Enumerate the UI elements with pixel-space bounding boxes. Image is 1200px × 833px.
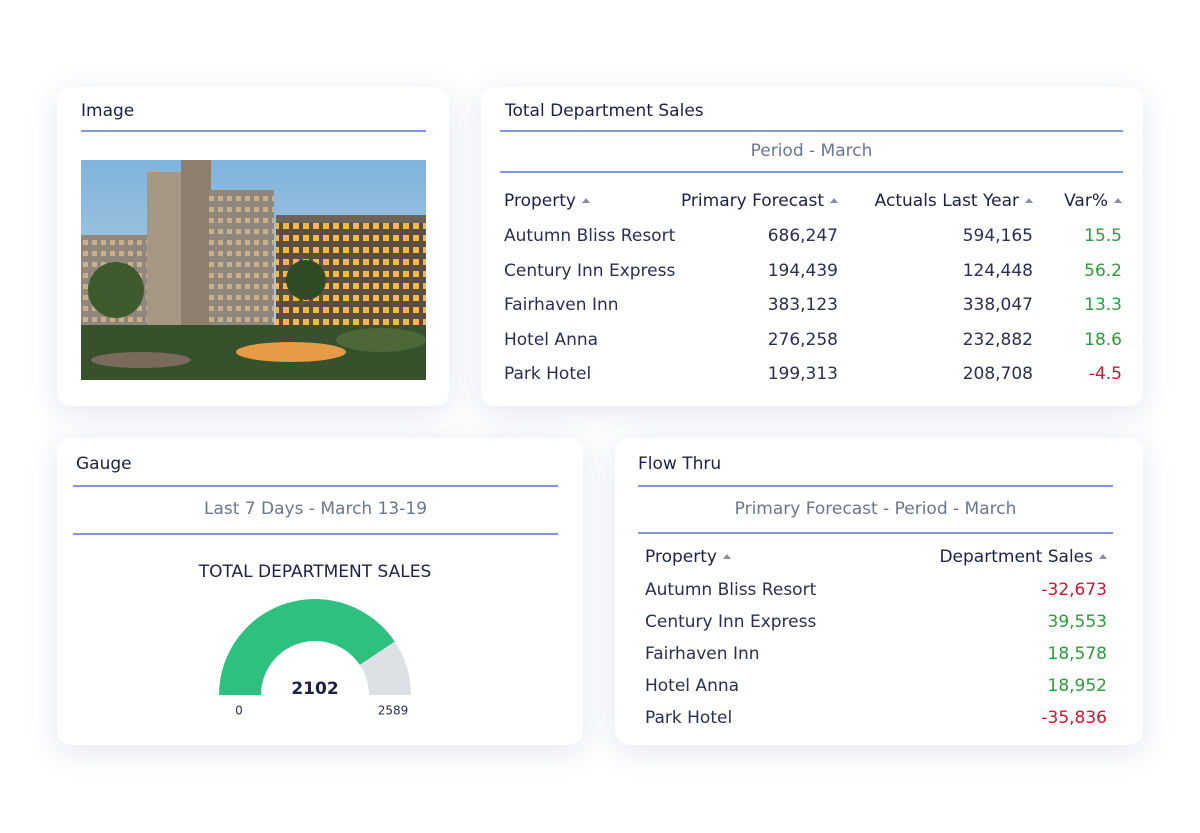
- gauge-fill: [219, 599, 395, 695]
- column-header[interactable]: Property: [504, 183, 670, 219]
- cell-value: -4.5: [1088, 364, 1122, 385]
- cell-value: 56.2: [1084, 260, 1122, 281]
- gauge-value: 2102: [291, 679, 338, 699]
- title-rule: [73, 485, 558, 487]
- sort-arrow: [830, 198, 838, 203]
- column-header[interactable]: Primary Forecast: [670, 183, 838, 219]
- sort-arrow: [722, 554, 731, 559]
- cell-value: 338,047: [962, 295, 1033, 316]
- cell-value: 594,165: [962, 226, 1033, 247]
- title-rule: [81, 130, 426, 132]
- header-row: Property Primary Forecast Actuals Last Yea…: [504, 183, 1122, 219]
- subtitle-rule: [638, 532, 1113, 534]
- hotel-photo: [81, 160, 426, 380]
- gauge-min: 0: [235, 704, 243, 718]
- table-row: Hotel Anna 276,258 232,882 18.6: [504, 323, 1122, 358]
- header-text: Actuals Last Year: [874, 191, 1019, 211]
- cell-value: 194,439: [767, 260, 838, 281]
- card-subtitle: Primary Forecast - Period - March: [734, 499, 1017, 519]
- header-text: Department Sales: [939, 547, 1093, 567]
- gauge-max: 2589: [378, 704, 409, 718]
- cell-value: 232,882: [962, 329, 1033, 350]
- cell-value: 686,247: [767, 226, 838, 247]
- table-row: Fairhaven Inn 18,578: [645, 638, 1107, 670]
- title-rule: [638, 485, 1113, 487]
- cell-property: Century Inn Express: [504, 260, 676, 281]
- header-text: Property: [645, 547, 717, 567]
- cell-property: Fairhaven Inn: [504, 295, 619, 316]
- title-rule: [500, 130, 1123, 132]
- cell-value: 13.3: [1084, 295, 1122, 316]
- cell-property: Hotel Anna: [645, 676, 740, 696]
- sort-arrow: [1099, 554, 1107, 559]
- header-text: Primary Forecast: [680, 191, 824, 211]
- cell-value: 18.6: [1084, 329, 1122, 350]
- image-card: Image: [57, 87, 449, 406]
- card-title: Image: [81, 101, 135, 121]
- cell-property: Park Hotel: [504, 364, 592, 385]
- flow-table: Property Department Sales Autumn Bliss Res…: [645, 540, 1107, 734]
- card-subtitle: Period - March: [750, 141, 873, 161]
- table-row: Fairhaven Inn 383,123 338,047 13.3: [504, 288, 1122, 323]
- column-header[interactable]: Department Sales: [876, 540, 1107, 574]
- table-row: Century Inn Express 39,553: [645, 606, 1107, 638]
- card-title: Flow Thru: [638, 454, 722, 474]
- header-text: Var%: [1064, 191, 1108, 211]
- cell-value: 18,952: [1047, 676, 1107, 696]
- table-row: Hotel Anna 18,952: [645, 670, 1107, 702]
- subtitle-rule: [73, 533, 558, 535]
- sort-arrow: [581, 198, 590, 203]
- table-row: Autumn Bliss Resort -32,673: [645, 574, 1107, 606]
- card-subtitle: Last 7 Days - March 13-19: [203, 499, 428, 519]
- sort-arrow: [1114, 198, 1122, 203]
- table-row: Park Hotel -35,836: [645, 702, 1107, 734]
- card-title: Gauge: [76, 454, 132, 474]
- column-header[interactable]: Actuals Last Year: [838, 183, 1033, 219]
- cell-value: -32,673: [1041, 580, 1107, 600]
- cell-value: 383,123: [767, 295, 838, 316]
- card-title: Total Department Sales: [505, 101, 704, 121]
- cell-property: Autumn Bliss Resort: [504, 226, 676, 247]
- cell-value: 39,553: [1047, 612, 1107, 632]
- cell-property: Park Hotel: [645, 708, 733, 728]
- table-row: Park Hotel 199,313 208,708 -4.5: [504, 357, 1122, 392]
- gauge-label: TOTAL DEPARTMENT SALES: [198, 562, 432, 582]
- flow-card: Flow Thru Primary Forecast - Period - Ma…: [615, 438, 1143, 745]
- header-text: Property: [504, 191, 576, 211]
- column-header[interactable]: Var%: [1033, 183, 1122, 219]
- cell-value: -35,836: [1041, 708, 1107, 728]
- sort-arrow: [1025, 198, 1033, 203]
- cell-property: Hotel Anna: [504, 329, 599, 350]
- cell-value: 208,708: [962, 364, 1033, 385]
- subtitle-rule: [500, 171, 1123, 173]
- column-header[interactable]: Property: [645, 540, 876, 574]
- cell-value: 124,448: [962, 260, 1033, 281]
- sales-table: Property Primary Forecast Actuals Last Yea…: [504, 183, 1122, 392]
- header-row: Property Department Sales: [645, 540, 1107, 574]
- cell-property: Autumn Bliss Resort: [645, 580, 817, 600]
- sales-card: Total Department Sales Period - March: [481, 87, 1143, 406]
- cell-value: 15.5: [1084, 226, 1122, 247]
- cell-value: 276,258: [767, 329, 838, 350]
- gauge-card: Gauge Last 7 Days - March 13-19 TOTAL DE…: [57, 438, 583, 745]
- gauge-chart: TOTAL DEPARTMENT SALES 2102 0 2589: [198, 562, 432, 718]
- cell-value: 18,578: [1047, 644, 1107, 664]
- cell-property: Fairhaven Inn: [645, 644, 760, 664]
- cell-property: Century Inn Express: [645, 612, 817, 632]
- gauge-track: [359, 641, 411, 695]
- table-row: Autumn Bliss Resort 686,247 594,165 15.5: [504, 219, 1122, 254]
- table-row: Century Inn Express 194,439 124,448 56.2: [504, 254, 1122, 289]
- cell-value: 199,313: [767, 364, 838, 385]
